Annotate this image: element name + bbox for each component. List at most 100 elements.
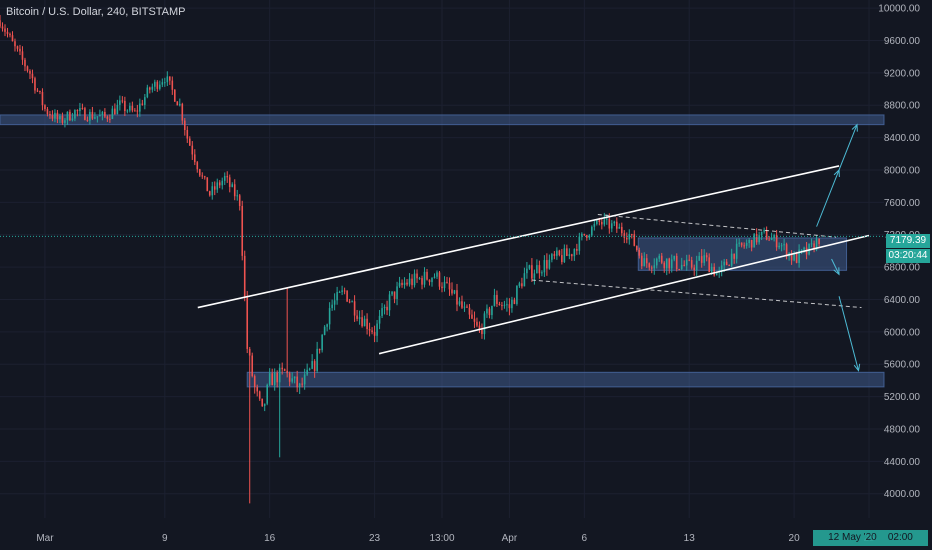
candle-up bbox=[798, 249, 800, 263]
time-tick-label: 13:00 bbox=[429, 533, 454, 544]
candle-down bbox=[258, 391, 261, 399]
candle-up bbox=[715, 272, 718, 276]
time-tick-label: Apr bbox=[502, 533, 518, 544]
candle-down bbox=[481, 329, 483, 335]
candle-up bbox=[146, 87, 149, 98]
price-tick-label: 8000.00 bbox=[884, 165, 921, 176]
candle-down bbox=[386, 306, 388, 311]
crosshair-date: 12 May '20 bbox=[828, 532, 877, 543]
candle-down bbox=[261, 398, 264, 407]
time-tick-label: 9 bbox=[162, 533, 168, 544]
candle-up bbox=[376, 323, 378, 336]
candle-down bbox=[186, 130, 189, 139]
candle-up bbox=[578, 236, 581, 251]
candle-down bbox=[191, 145, 194, 155]
candle-down bbox=[635, 245, 638, 250]
candle-down bbox=[546, 260, 548, 269]
candle-down bbox=[121, 100, 124, 102]
candle-down bbox=[406, 282, 408, 285]
candle-up bbox=[164, 82, 166, 84]
candle-down bbox=[176, 101, 179, 106]
candle-down bbox=[625, 237, 628, 240]
candle-up bbox=[596, 220, 598, 224]
candle-up bbox=[730, 253, 733, 266]
candle-down bbox=[428, 279, 431, 283]
candle-down bbox=[69, 111, 71, 121]
candle-up bbox=[516, 285, 518, 304]
candle-down bbox=[91, 111, 94, 119]
candle-down bbox=[818, 238, 820, 245]
candle-up bbox=[618, 226, 621, 229]
candle-down bbox=[286, 370, 288, 374]
candle-down bbox=[508, 304, 511, 309]
candle-up bbox=[306, 369, 308, 375]
candle-down bbox=[668, 258, 671, 269]
candle-up bbox=[159, 84, 161, 89]
candle-up bbox=[453, 290, 456, 294]
time-tick-label: 6 bbox=[582, 533, 588, 544]
candle-up bbox=[166, 76, 169, 83]
candle-up bbox=[581, 233, 583, 237]
candle-up bbox=[695, 260, 698, 271]
candle-down bbox=[623, 233, 626, 238]
candle-up bbox=[503, 304, 506, 306]
candle-up bbox=[316, 348, 318, 371]
candle-down bbox=[765, 230, 768, 240]
candle-up bbox=[278, 367, 281, 383]
price-zone bbox=[0, 114, 885, 126]
time-tick-label: 13 bbox=[684, 533, 696, 544]
candle-down bbox=[538, 265, 541, 274]
candle-down bbox=[156, 81, 159, 89]
candle-up bbox=[800, 249, 803, 251]
candle-down bbox=[353, 301, 356, 316]
candle-up bbox=[723, 261, 725, 266]
candle-down bbox=[11, 35, 14, 42]
candle-down bbox=[356, 315, 358, 319]
candle-down bbox=[521, 283, 523, 287]
candle-down bbox=[678, 269, 681, 271]
channel-trendline bbox=[378, 234, 870, 355]
candle-up bbox=[99, 114, 101, 117]
candlestick-series bbox=[0, 15, 820, 504]
candle-up bbox=[628, 234, 631, 240]
candle-down bbox=[553, 254, 556, 256]
candle-up bbox=[653, 265, 656, 269]
candle-down bbox=[81, 107, 84, 109]
candle-up bbox=[321, 334, 323, 351]
candle-down bbox=[633, 234, 636, 246]
candle-up bbox=[593, 223, 596, 227]
candle-down bbox=[601, 221, 603, 225]
candle-down bbox=[441, 286, 443, 289]
candle-up bbox=[443, 281, 446, 289]
candle-down bbox=[243, 255, 246, 298]
candle-down bbox=[201, 175, 204, 177]
candle-up bbox=[418, 278, 421, 280]
candle-up bbox=[493, 294, 496, 306]
candle-up bbox=[331, 304, 333, 309]
candle-down bbox=[750, 239, 753, 248]
candle-up bbox=[129, 105, 131, 111]
candle-down bbox=[401, 282, 403, 285]
candle-down bbox=[228, 177, 231, 187]
candle-down bbox=[368, 328, 371, 331]
candle-up bbox=[381, 308, 383, 316]
candle-up bbox=[528, 265, 531, 269]
candle-down bbox=[813, 243, 815, 250]
symbol-title[interactable]: Bitcoin / U.S. Dollar, 240, BITSTAMP bbox=[6, 6, 186, 18]
candle-up bbox=[703, 255, 706, 263]
candle-up bbox=[606, 218, 608, 220]
candle-down bbox=[640, 255, 643, 267]
candle-down bbox=[693, 267, 696, 271]
candle-up bbox=[511, 299, 513, 309]
candle-down bbox=[49, 113, 51, 116]
projection-arrow bbox=[838, 124, 858, 171]
candle-down bbox=[233, 184, 236, 197]
candle-down bbox=[51, 115, 54, 119]
candle-up bbox=[655, 258, 658, 266]
candle-down bbox=[136, 110, 139, 112]
candle-up bbox=[463, 306, 466, 308]
candle-down bbox=[650, 267, 653, 269]
